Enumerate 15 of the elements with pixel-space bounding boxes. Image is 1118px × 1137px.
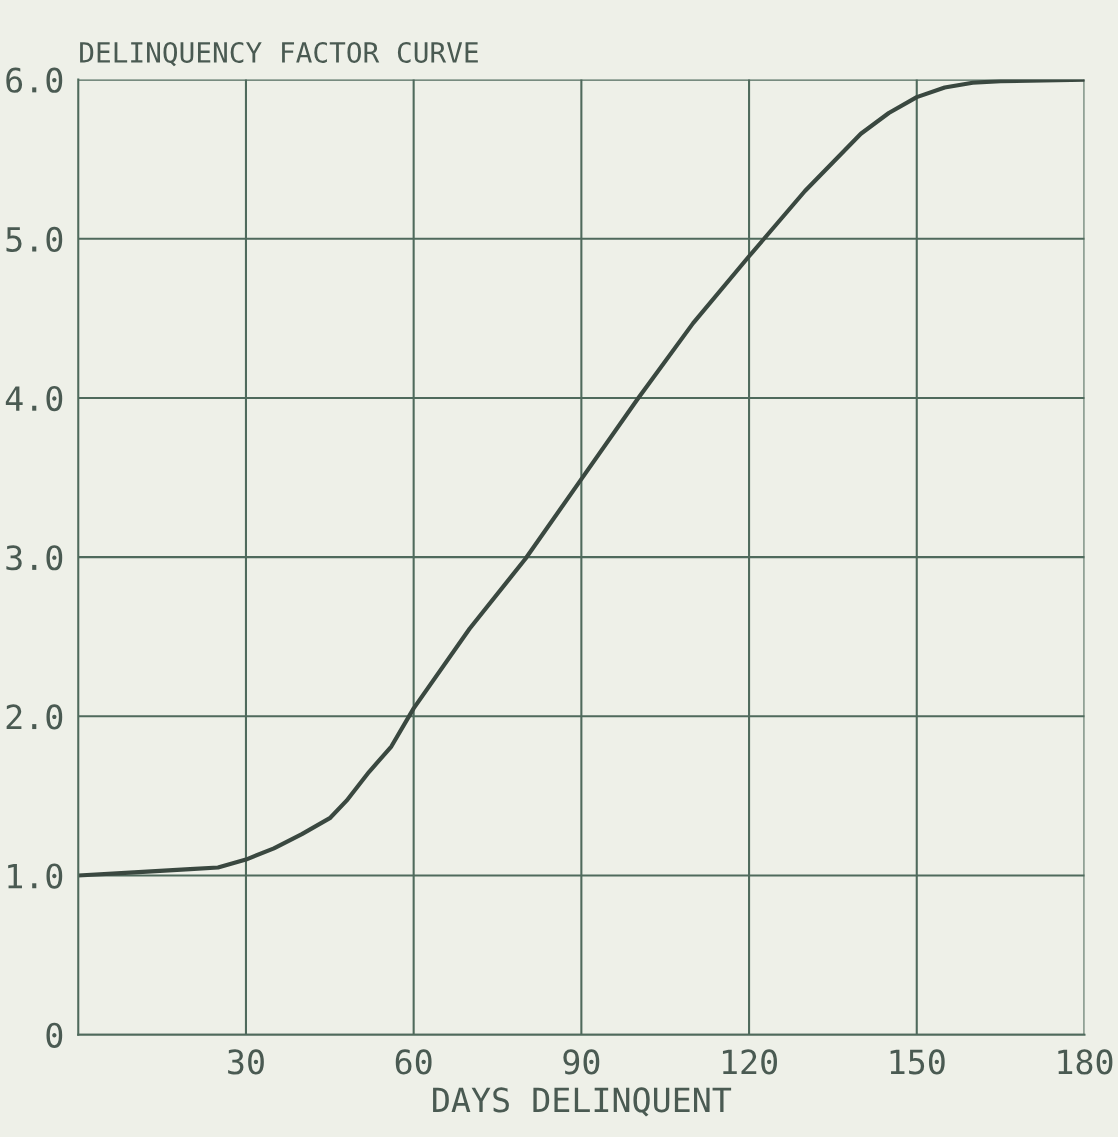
x-tick-label: 60	[395, 1049, 432, 1075]
y-tick-label: 6.0	[6, 67, 63, 93]
x-tick-label: 120	[722, 1049, 777, 1075]
x-tick-label: 90	[563, 1049, 600, 1075]
y-tick-label: 0	[46, 1022, 63, 1048]
y-tick-label: 2.0	[6, 704, 63, 730]
chart-title: DELINQUENCY FACTOR CURVE	[80, 41, 478, 67]
x-tick-label: 30	[228, 1049, 264, 1075]
y-tick-label: 3.0	[6, 545, 63, 571]
x-tick-label: 180	[1058, 1049, 1113, 1075]
x-axis-title: DAYS DELINQUENT	[433, 1087, 732, 1117]
y-tick-label: 5.0	[6, 226, 63, 252]
x-tick-label: 150	[890, 1049, 945, 1075]
y-tick-label: 1.0	[8, 863, 63, 889]
y-tick-label: 4.0	[5, 385, 63, 412]
